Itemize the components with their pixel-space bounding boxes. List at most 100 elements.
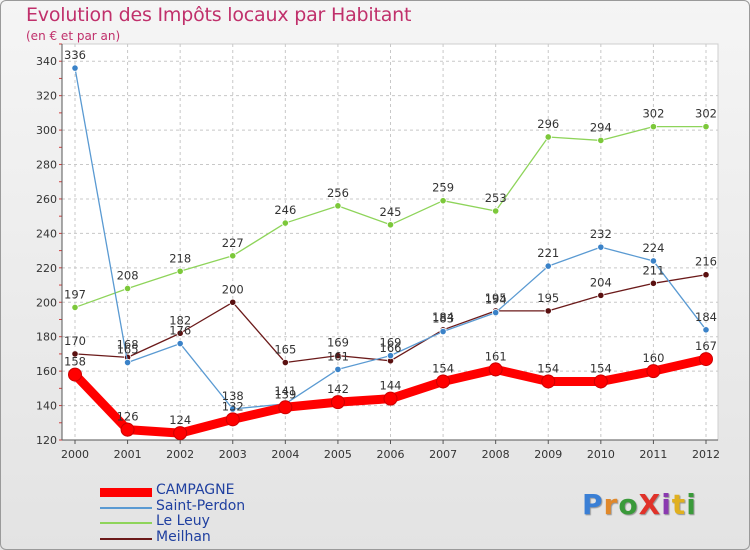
data-label: 294 xyxy=(590,120,612,134)
data-point xyxy=(597,291,605,299)
data-point xyxy=(330,395,345,410)
data-point xyxy=(436,374,451,389)
data-label: 182 xyxy=(169,313,191,327)
y-tick-label: 280 xyxy=(36,159,57,172)
x-tick-label: 2008 xyxy=(482,448,510,461)
data-point xyxy=(229,298,237,306)
x-tick-label: 2007 xyxy=(429,448,457,461)
data-point xyxy=(649,123,658,131)
data-point xyxy=(488,362,503,377)
data-label: 302 xyxy=(695,107,717,121)
data-point xyxy=(386,221,395,229)
x-tick-label: 2003 xyxy=(219,448,247,461)
data-label: 221 xyxy=(537,246,559,260)
logo-letter: i xyxy=(686,488,697,521)
data-point xyxy=(173,426,188,441)
data-point xyxy=(71,350,79,358)
data-label: 204 xyxy=(590,275,612,289)
x-tick-label: 2001 xyxy=(114,448,142,461)
y-tick-label: 180 xyxy=(36,331,57,344)
legend-label: Le Leuy xyxy=(156,513,210,529)
data-point xyxy=(68,367,82,382)
data-point xyxy=(334,202,342,210)
y-tick-label: 260 xyxy=(36,193,57,206)
data-label: 166 xyxy=(380,341,402,355)
legend-label: Saint-Perdon xyxy=(156,497,246,514)
x-tick-label: 2002 xyxy=(166,448,194,461)
logo-letter: i xyxy=(661,488,672,521)
data-point xyxy=(593,374,608,389)
data-label: 144 xyxy=(380,379,402,393)
y-tick-label: 340 xyxy=(36,55,57,68)
y-tick-label: 300 xyxy=(36,124,57,137)
data-point xyxy=(383,391,398,406)
data-label: 208 xyxy=(117,268,139,282)
data-point xyxy=(597,243,605,251)
data-label: 195 xyxy=(537,291,559,305)
data-point xyxy=(702,326,710,334)
data-label: 154 xyxy=(537,361,559,375)
data-label: 256 xyxy=(327,186,349,200)
data-label: 218 xyxy=(169,251,191,265)
data-label: 336 xyxy=(64,48,86,62)
data-point xyxy=(649,257,658,265)
data-point xyxy=(229,405,237,413)
logo-letter: r xyxy=(603,488,619,521)
data-point xyxy=(225,412,240,427)
data-label: 176 xyxy=(169,324,191,338)
data-label: 246 xyxy=(274,203,296,217)
data-point xyxy=(544,262,552,270)
data-point xyxy=(176,339,184,348)
data-point xyxy=(439,197,447,205)
data-label: 141 xyxy=(274,384,296,398)
data-label: 195 xyxy=(485,291,507,305)
data-label: 142 xyxy=(327,382,349,396)
legend-label: CAMPAGNE xyxy=(156,482,235,498)
data-label: 161 xyxy=(327,349,349,363)
data-point xyxy=(439,327,447,336)
x-tick-label: 2010 xyxy=(587,448,615,461)
data-label: 200 xyxy=(222,282,244,296)
logo-letter: o xyxy=(618,488,639,521)
data-point xyxy=(71,64,79,72)
y-tick-label: 160 xyxy=(36,365,57,378)
data-label: 253 xyxy=(485,191,507,205)
data-label: 296 xyxy=(537,117,559,131)
data-point xyxy=(386,352,395,360)
x-tick-label: 2005 xyxy=(324,448,352,461)
legend-label: Meilhan xyxy=(156,528,211,545)
data-label: 227 xyxy=(222,236,244,250)
chart-title: Evolution des Impôts locaux par Habitant xyxy=(26,4,412,26)
data-point xyxy=(544,133,552,141)
data-label: 154 xyxy=(432,361,454,375)
data-label: 169 xyxy=(380,336,402,350)
data-label: 139 xyxy=(274,387,296,401)
data-point xyxy=(492,308,500,317)
data-point xyxy=(176,267,184,275)
y-tick-label: 200 xyxy=(36,296,57,309)
y-tick-label: 240 xyxy=(36,227,57,240)
chart-subtitle: (en € et par an) xyxy=(26,29,121,43)
y-tick-label: 220 xyxy=(36,262,57,275)
x-tick-label: 2009 xyxy=(534,448,562,461)
data-label: 169 xyxy=(327,336,349,350)
data-label: 126 xyxy=(117,410,139,424)
data-label: 124 xyxy=(169,413,191,427)
data-label: 184 xyxy=(432,310,454,324)
data-label: 184 xyxy=(695,310,717,324)
logo-letter: t xyxy=(671,488,687,521)
legend-swatch xyxy=(100,522,152,524)
data-point xyxy=(278,400,293,415)
data-label: 168 xyxy=(117,337,139,351)
x-tick-label: 2006 xyxy=(377,448,405,461)
data-point xyxy=(649,279,658,287)
data-point xyxy=(176,329,184,337)
y-tick-label: 140 xyxy=(36,400,57,413)
data-label: 183 xyxy=(432,312,454,326)
x-tick-label: 2000 xyxy=(61,448,89,461)
data-label: 165 xyxy=(117,343,139,357)
data-point xyxy=(699,352,713,367)
legend-swatch xyxy=(100,487,152,497)
data-point xyxy=(541,374,556,389)
x-tick-label: 2012 xyxy=(692,448,720,461)
